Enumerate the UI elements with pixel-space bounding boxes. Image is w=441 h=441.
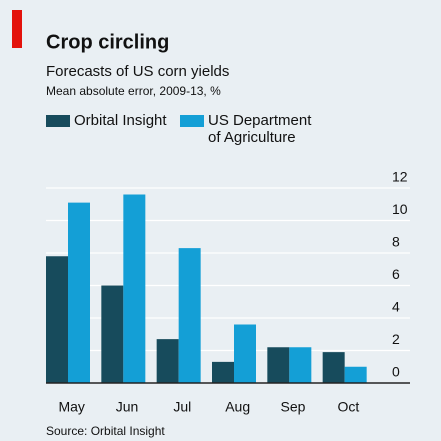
y-tick-label: 6 xyxy=(392,266,400,282)
y-tick-label: 0 xyxy=(392,364,400,380)
bar xyxy=(289,347,312,383)
bar xyxy=(234,324,256,383)
bar xyxy=(46,256,68,383)
bar xyxy=(123,194,146,383)
x-tick-label: Jul xyxy=(173,399,191,415)
bar xyxy=(178,248,201,383)
bar xyxy=(212,361,234,383)
y-tick-label: 4 xyxy=(392,299,400,315)
bar xyxy=(322,352,345,383)
x-tick-label: May xyxy=(58,399,84,415)
y-tick-label: 8 xyxy=(392,234,400,250)
source: Source: Orbital Insight xyxy=(46,424,165,438)
y-tick-label: 12 xyxy=(392,169,408,185)
chart-subtitle: Forecasts of US corn yields xyxy=(46,63,229,80)
x-tick-label: Oct xyxy=(337,399,359,415)
bar xyxy=(68,202,90,383)
bar xyxy=(267,347,290,383)
red-tag xyxy=(12,10,22,48)
legend-swatch xyxy=(46,115,70,127)
x-tick-label: Jun xyxy=(116,399,139,415)
legend-label: US Department of Agriculture xyxy=(208,112,312,146)
legend-swatch xyxy=(180,115,204,127)
bar xyxy=(101,285,124,383)
y-tick-label: 10 xyxy=(392,201,408,217)
y-tick-label: 2 xyxy=(392,331,400,347)
y-axis-label: Mean absolute error, 2009-13, % xyxy=(46,84,221,98)
x-tick-label: Sep xyxy=(281,399,306,415)
bar xyxy=(344,366,367,383)
bar xyxy=(156,339,179,383)
x-tick-label: Aug xyxy=(225,399,250,415)
legend-label: Orbital Insight xyxy=(74,112,167,129)
chart-title: Crop circling xyxy=(46,31,169,53)
